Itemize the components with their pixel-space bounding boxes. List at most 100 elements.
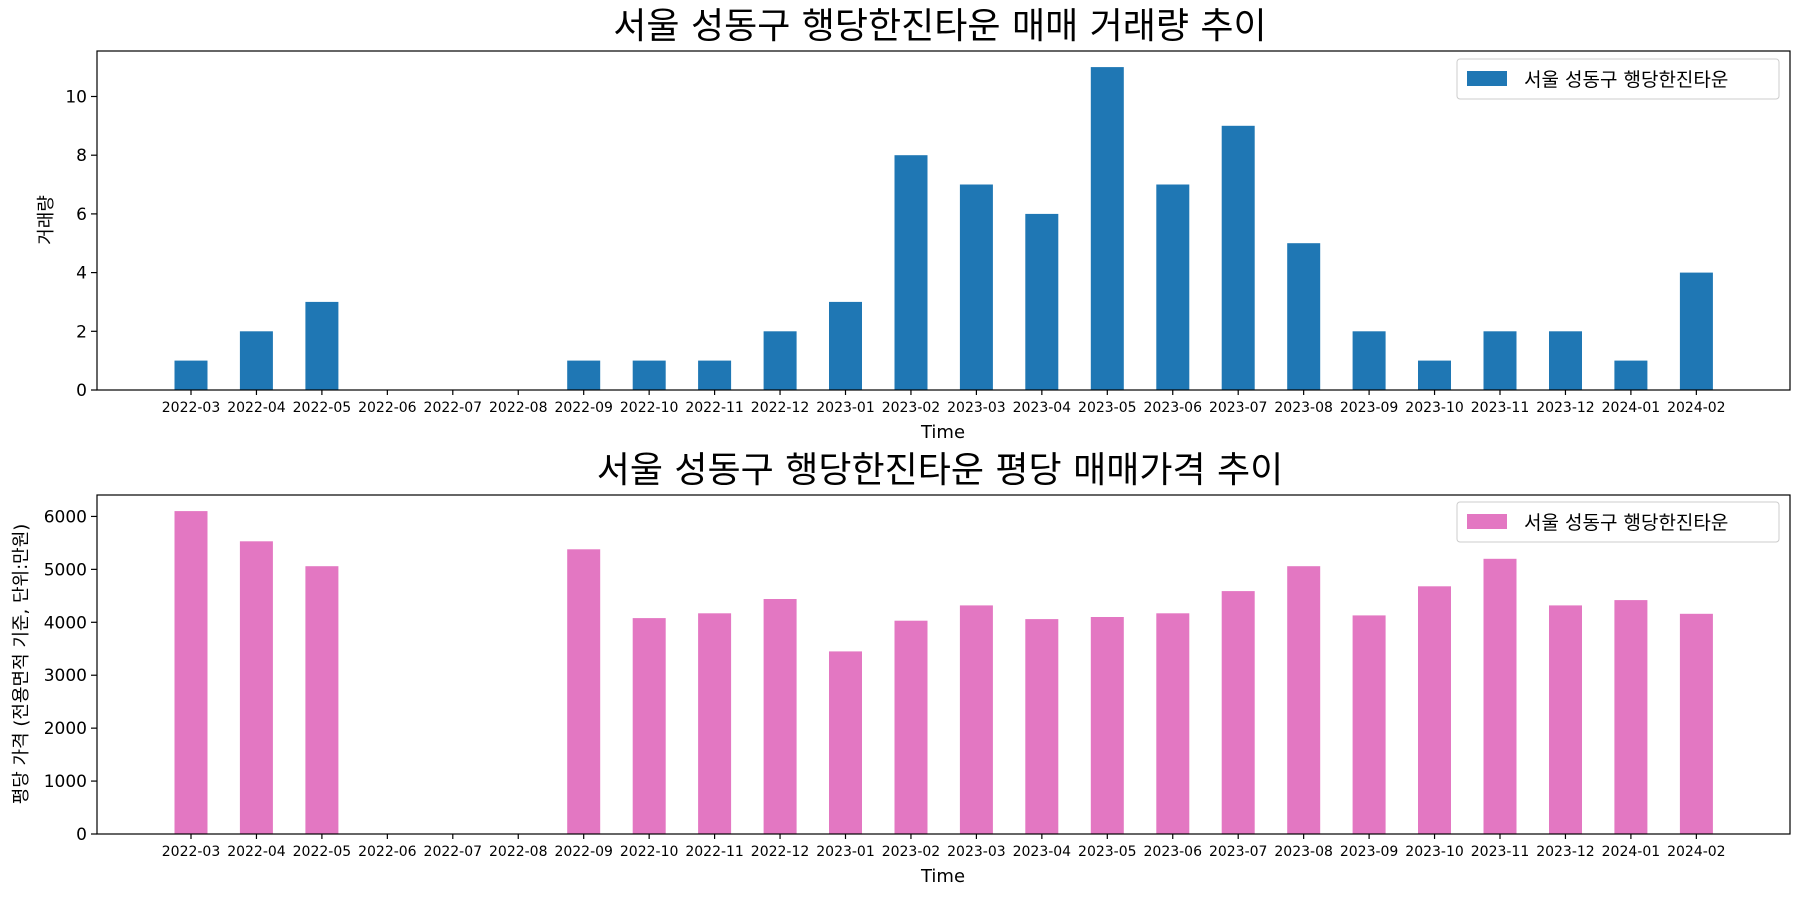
volume-bar-2023-01 bbox=[829, 301, 862, 390]
price-xtick-label: 2023-01 bbox=[816, 844, 875, 860]
volume-bar-2022-09 bbox=[567, 360, 601, 390]
volume-bar-2023-05 bbox=[1090, 67, 1124, 390]
volume-xtick-label: 2022-09 bbox=[554, 400, 613, 416]
volume-plot-frame bbox=[96, 50, 1791, 391]
price-bar-2023-04 bbox=[1025, 619, 1059, 834]
price-xtick-label: 2024-02 bbox=[1667, 844, 1726, 860]
volume-bar-2023-03 bbox=[959, 184, 993, 390]
volume-y-axis-label: 거래량 bbox=[36, 195, 57, 245]
price-xtick-label: 2022-08 bbox=[489, 844, 548, 860]
price-xtick-label: 2022-06 bbox=[358, 844, 417, 860]
volume-bar-2023-12 bbox=[1549, 331, 1582, 390]
price-y-axis: 0 1000 2000 3000 4000 5000 6000 bbox=[44, 507, 97, 845]
price-y-axis-label: 평당 가격 (전용면적 기준, 단위:만원) bbox=[11, 524, 32, 805]
volume-xtick-label: 2023-08 bbox=[1274, 400, 1333, 416]
price-xtick-label: 2023-02 bbox=[882, 844, 941, 860]
price-bar-2023-01 bbox=[829, 651, 862, 834]
volume-xtick-label: 2023-11 bbox=[1471, 400, 1530, 416]
volume-xtick-label: 2022-08 bbox=[489, 400, 548, 416]
volume-xtick-label: 2022-12 bbox=[751, 400, 810, 416]
volume-legend: 서울 성동구 행당한진타운 bbox=[1456, 58, 1780, 100]
volume-bar-2024-02 bbox=[1679, 272, 1713, 390]
volume-bar-2022-10 bbox=[632, 360, 666, 390]
volume-xtick-label: 2023-10 bbox=[1405, 400, 1464, 416]
price-ytick-label: 3000 bbox=[44, 666, 87, 686]
price-xtick-label: 2022-11 bbox=[685, 844, 744, 860]
price-bar-2022-10 bbox=[632, 618, 666, 834]
volume-legend-frame bbox=[1456, 58, 1780, 100]
volume-bar-2023-04 bbox=[1025, 213, 1059, 390]
price-bar-2023-10 bbox=[1418, 586, 1451, 834]
price-x-axis: 2022-03 2022-04 2022-05 2022-06 2022-07 2022-… bbox=[162, 834, 1726, 860]
volume-bar-2023-10 bbox=[1418, 360, 1451, 390]
price-xtick-label: 2023-10 bbox=[1405, 844, 1464, 860]
volume-xtick-label: 2023-12 bbox=[1536, 400, 1595, 416]
volume-xtick-label: 2022-03 bbox=[162, 400, 221, 416]
price-xtick-label: 2022-05 bbox=[293, 844, 352, 860]
volume-xtick-label: 2022-05 bbox=[293, 400, 352, 416]
price-xtick-label: 2022-07 bbox=[424, 844, 483, 860]
price-ytick-label: 6000 bbox=[44, 507, 87, 527]
price-legend-swatch bbox=[1467, 514, 1507, 529]
price-bar-2023-05 bbox=[1090, 617, 1124, 834]
volume-bar-2023-11 bbox=[1483, 331, 1517, 390]
price-bar-2023-12 bbox=[1549, 605, 1582, 834]
volume-bar-2023-06 bbox=[1156, 184, 1190, 390]
price-bar-2022-03 bbox=[174, 511, 208, 834]
price-xtick-label: 2023-05 bbox=[1078, 844, 1137, 860]
volume-xtick-label: 2023-09 bbox=[1340, 400, 1399, 416]
price-ytick-label: 1000 bbox=[44, 772, 87, 792]
volume-ytick-label: 4 bbox=[76, 264, 87, 284]
price-bar-2022-12 bbox=[763, 599, 797, 834]
volume-x-axis-label: Time bbox=[920, 422, 965, 443]
volume-xtick-label: 2022-06 bbox=[358, 400, 417, 416]
volume-bar-2022-05 bbox=[305, 301, 339, 390]
volume-bar-2022-12 bbox=[763, 331, 797, 390]
volume-xtick-label: 2023-01 bbox=[816, 400, 875, 416]
price-bar-2023-07 bbox=[1221, 591, 1255, 834]
price-plot-frame bbox=[96, 494, 1791, 835]
price-chart-title: 서울 성동구 행당한진타운 평당 매매가격 추이 bbox=[597, 450, 1284, 491]
price-legend-frame bbox=[1456, 501, 1780, 543]
volume-xtick-label: 2023-05 bbox=[1078, 400, 1137, 416]
volume-legend-label: 서울 성동구 행당한진타운 bbox=[1524, 69, 1728, 91]
price-xtick-label: 2023-11 bbox=[1471, 844, 1530, 860]
price-x-axis-label: Time bbox=[920, 866, 965, 887]
volume-ytick-label: 10 bbox=[65, 87, 87, 107]
price-ytick-label: 5000 bbox=[44, 560, 87, 580]
volume-xtick-label: 2023-07 bbox=[1209, 400, 1268, 416]
price-bar-2022-05 bbox=[305, 566, 339, 834]
price-xtick-label: 2022-09 bbox=[554, 844, 613, 860]
price-bar-2022-11 bbox=[698, 613, 732, 834]
volume-bar-2023-08 bbox=[1287, 243, 1321, 390]
price-ytick-label: 0 bbox=[76, 825, 87, 845]
price-bar-2024-02 bbox=[1679, 613, 1713, 834]
price-ytick-label: 2000 bbox=[44, 719, 87, 739]
volume-xtick-label: 2022-04 bbox=[227, 400, 286, 416]
price-bar-2024-01 bbox=[1614, 600, 1648, 834]
volume-xtick-label: 2022-07 bbox=[424, 400, 483, 416]
volume-ytick-label: 0 bbox=[76, 381, 87, 401]
volume-chart-title: 서울 성동구 행당한진타운 매매 거래량 추이 bbox=[613, 6, 1266, 47]
price-xtick-label: 2023-06 bbox=[1144, 844, 1203, 860]
volume-bar-2023-02 bbox=[894, 155, 928, 390]
price-xtick-label: 2022-03 bbox=[162, 844, 221, 860]
price-bar-2022-09 bbox=[567, 549, 601, 834]
volume-xtick-label: 2024-01 bbox=[1602, 400, 1661, 416]
volume-xtick-label: 2024-02 bbox=[1667, 400, 1726, 416]
price-bar-2022-04 bbox=[239, 541, 273, 834]
volume-bar-2022-11 bbox=[698, 360, 732, 390]
volume-xtick-label: 2023-04 bbox=[1013, 400, 1072, 416]
price-xtick-label: 2022-12 bbox=[751, 844, 810, 860]
volume-bar-2022-04 bbox=[239, 331, 273, 390]
price-xtick-label: 2023-12 bbox=[1536, 844, 1595, 860]
volume-bars bbox=[174, 67, 1713, 391]
price-chart: 서울 성동구 행당한진타운 평당 매매가격 추이 0 1000 2000 3000 40… bbox=[11, 450, 1791, 887]
price-legend-label: 서울 성동구 행당한진타운 bbox=[1524, 512, 1728, 534]
volume-ytick-label: 8 bbox=[76, 146, 87, 166]
volume-ytick-label: 2 bbox=[76, 322, 87, 342]
volume-bar-2023-07 bbox=[1221, 125, 1255, 391]
price-xtick-label: 2023-07 bbox=[1209, 844, 1268, 860]
price-bar-2023-09 bbox=[1352, 615, 1386, 834]
